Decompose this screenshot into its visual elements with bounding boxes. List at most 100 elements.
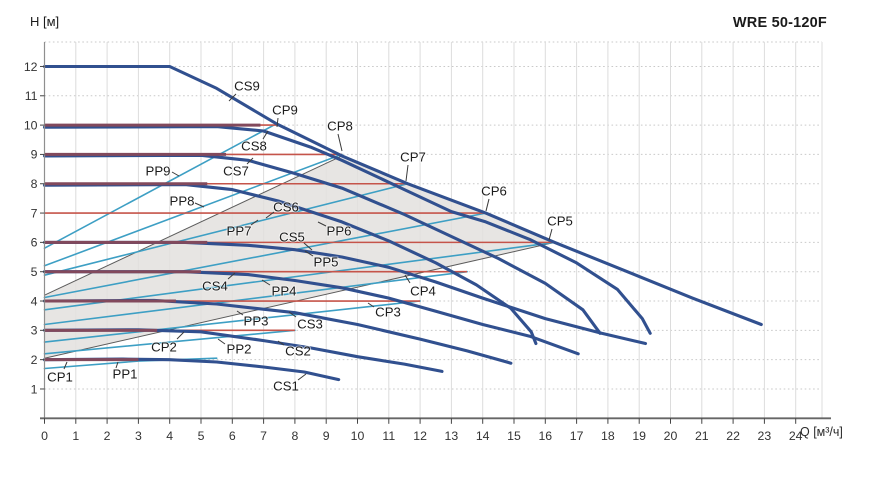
x-tick-label: 5	[198, 429, 205, 443]
label-leader-CP9	[276, 117, 279, 128]
curve-label-PP5: PP5	[314, 255, 339, 270]
pp-curve-PP4	[43, 270, 468, 326]
label-leader-CS1	[297, 373, 307, 381]
x-tick-label: 16	[538, 429, 552, 443]
cs-curve-CS9	[42, 64, 763, 327]
label-leader-PP4	[261, 279, 271, 286]
label-leader-PP1	[115, 361, 119, 369]
x-tick-label: 15	[507, 429, 521, 443]
label-leader-CP1	[63, 361, 68, 370]
cs-curve-CS6	[42, 183, 538, 346]
x-tick-label: 13	[445, 429, 459, 443]
x-tick-label: 17	[570, 429, 584, 443]
x-tick-label: 10	[351, 429, 365, 443]
label-leader-CP7	[405, 164, 409, 182]
curve-label-CP5: CP5	[547, 214, 573, 229]
x-tick-label: 7	[260, 429, 267, 443]
x-tick-label: 19	[632, 429, 646, 443]
x-tick-label: 20	[664, 429, 678, 443]
label-leader-CS5	[303, 242, 313, 251]
y-tick-label: 11	[25, 89, 38, 103]
pp-curve-PP3	[43, 300, 421, 343]
curve-label-CP7: CP7	[400, 150, 426, 165]
label-leader-CP8	[337, 133, 343, 152]
curve-label-PP9: PP9	[146, 164, 171, 179]
label-leader-PP8	[194, 202, 205, 208]
x-tick-label: 2	[104, 429, 111, 443]
x-tick-label: 23	[758, 429, 772, 443]
label-leader-PP5	[304, 250, 314, 257]
pp-curve-PP7	[43, 182, 409, 276]
x-tick-label: 21	[695, 429, 709, 443]
label-leader-CS7	[246, 157, 254, 165]
x-tick-label: 3	[135, 429, 142, 443]
y-tick-label: 5	[31, 265, 38, 279]
pp-curve-PP2	[43, 329, 296, 355]
curve-label-CS1: CS1	[273, 379, 299, 394]
label-leader-CS3	[288, 311, 297, 318]
curve-label-PP6: PP6	[327, 224, 352, 239]
curve-label-CP1: CP1	[47, 370, 73, 385]
label-leader-PP6	[317, 221, 327, 227]
curve-label-CS4: CS4	[202, 279, 228, 294]
curve-label-CS2: CS2	[285, 344, 311, 359]
curve-label-PP1: PP1	[113, 367, 138, 382]
y-tick-label: 10	[24, 118, 38, 132]
x-tick-label: 14	[476, 429, 490, 443]
x-tick-label: 8	[291, 429, 298, 443]
curve-label-PP2: PP2	[227, 342, 252, 357]
label-leader-CS4	[227, 272, 236, 280]
y-tick-label: 2	[31, 353, 38, 367]
x-tick-label: 12	[413, 429, 427, 443]
operating-range-shade	[44, 155, 555, 359]
y-axis-title: H [м]	[30, 14, 60, 29]
label-leader-CP6	[485, 198, 490, 212]
y-tick-label: 8	[31, 177, 38, 191]
x-tick-label: 6	[229, 429, 236, 443]
y-tick-label: 12	[24, 60, 38, 74]
curve-label-PP3: PP3	[244, 314, 269, 329]
y-tick-label: 6	[31, 236, 38, 250]
y-tick-label: 3	[31, 324, 38, 338]
x-tick-label: 9	[323, 429, 330, 443]
curve-label-CP8: CP8	[327, 119, 353, 134]
cs-curve-CS7	[42, 153, 602, 335]
y-tick-label: 1	[31, 382, 38, 396]
curve-label-PP8: PP8	[170, 194, 195, 209]
pp-curve-PP5	[43, 241, 556, 311]
pp-curve-PP6	[43, 212, 487, 299]
label-leader-CS6	[265, 211, 275, 219]
label-leader-CP4	[404, 274, 411, 284]
curve-label-CS7: CS7	[223, 164, 249, 179]
label-leader-CS9	[228, 93, 237, 102]
x-tick-label: 1	[72, 429, 79, 443]
label-leader-CP5	[548, 228, 553, 241]
cs-curve-CS8	[42, 125, 652, 335]
curve-label-CP4: CP4	[410, 284, 436, 299]
curve-label-CP6: CP6	[481, 184, 507, 199]
curve-label-CP2: CP2	[151, 340, 177, 355]
label-leader-PP9	[171, 171, 180, 177]
cs-curve-CS5	[42, 240, 648, 346]
curve-label-CP3: CP3	[375, 305, 401, 320]
cs-curve-CS4	[42, 270, 580, 356]
curve-label-CP9: CP9	[272, 103, 298, 118]
label-leader-CP3	[367, 302, 375, 308]
label-leader-PP2	[217, 338, 226, 345]
label-leader-CS2	[277, 340, 285, 346]
label-leader-PP7	[250, 219, 259, 226]
curve-label-CS6: CS6	[273, 200, 299, 215]
y-tick-label: 7	[31, 206, 38, 220]
y-tick-label: 9	[31, 148, 38, 162]
x-axis-title: Q [м³/ч]	[800, 425, 843, 439]
curve-label-PP7: PP7	[227, 224, 252, 239]
label-leader-PP3	[236, 310, 244, 316]
curve-label-CS9: CS9	[234, 79, 260, 94]
curve-label-CS8: CS8	[241, 139, 267, 154]
curve-label-CS3: CS3	[297, 317, 323, 332]
x-tick-label: 0	[41, 429, 48, 443]
x-tick-label: 4	[166, 429, 173, 443]
x-tick-label: 22	[726, 429, 740, 443]
